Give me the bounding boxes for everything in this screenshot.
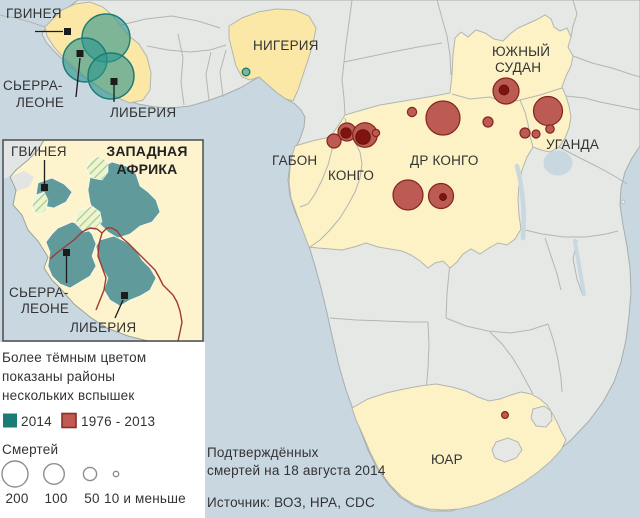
outbreak-1976-2013-bubble-inner — [340, 127, 352, 139]
legend-swatch-2014 — [3, 413, 17, 428]
inset-title-1: ЗАПАДНАЯ — [106, 143, 187, 159]
inset-hatch-middle — [75, 205, 103, 233]
inset-label-sierra-leone-2: ЛЕОНЕ — [21, 301, 69, 316]
outbreak-1976-2013-bubble — [392, 179, 424, 211]
outbreak-1976-2013-bubble — [532, 95, 564, 127]
legend-size-circles: 200 100 50 10 и меньше — [1, 460, 186, 506]
label-liberia: ЛИБЕРИЯ — [110, 105, 176, 120]
inset-guinea-bissau — [10, 171, 34, 191]
outbreak-1976-2013-bubble — [545, 124, 555, 134]
confirmed-deaths-line-1: Подтверждённых — [207, 445, 319, 460]
outbreak-1976-2013-bubble-inner — [498, 84, 510, 96]
inset-hatch-north — [85, 155, 109, 181]
confirmed-deaths-line-2: смертей на 18 августа 2014 — [207, 463, 386, 478]
country-lesotho — [491, 437, 523, 463]
label-dr-congo: ДР КОНГО — [410, 153, 479, 168]
outbreak-1976-2013-bubble-inner — [439, 193, 447, 201]
legend-year-1976-2013: 1976 - 2013 — [81, 414, 155, 429]
legend-size-label: 100 — [44, 491, 67, 506]
liberia-marker — [110, 78, 118, 85]
outbreaks-2014 — [62, 13, 251, 100]
source-line: Источник: ВОЗ, HPA, CDC — [207, 495, 375, 510]
country-swaziland — [530, 405, 553, 428]
lake-victoria — [543, 150, 573, 176]
inset-frame — [2, 139, 204, 342]
label-south-africa: ЮАР — [431, 452, 463, 467]
legend-size-label: 200 — [5, 491, 28, 506]
outbreak-1976-2013-bubble — [519, 127, 531, 139]
inset-border-sl-liberia — [95, 232, 107, 311]
legend-note-line-2: показаны районы — [2, 369, 115, 384]
sierra-leone-marker — [76, 50, 84, 57]
legend-size-circle — [1, 460, 29, 488]
label-congo: КОНГО — [328, 168, 374, 183]
inset-label-liberia: ЛИБЕРИЯ — [70, 320, 136, 335]
outbreak-2014-bubble — [241, 67, 251, 77]
west-africa-inset — [3, 140, 203, 341]
inset-coastline — [9, 176, 149, 341]
inset-label-sierra-leone-1: СЬЕРРА- — [9, 285, 69, 300]
outbreak-1976-2013-bubble — [425, 100, 461, 136]
outbreak-1976-2013-bubble — [531, 129, 541, 139]
inset-labels: ЗАПАДНАЯ АФРИКА ГВИНЕЯ СЬЕРРА- ЛЕОНЕ ЛИБ… — [9, 143, 187, 335]
inset-guinea-marker — [41, 184, 48, 191]
inset-sierra-leone-marker — [63, 249, 70, 256]
legend-size-circle — [82, 466, 98, 482]
label-uganda: УГАНДА — [546, 137, 599, 152]
outbreaks-1976-2013 — [326, 77, 564, 420]
inset-hatch-west — [31, 191, 49, 217]
legend-note-line-1: Более тёмным цветом — [2, 350, 146, 365]
legend-panel — [0, 342, 205, 518]
lake-malawi — [573, 239, 586, 296]
label-sierra-leone-2: ЛЕОНЕ — [16, 95, 64, 110]
label-gabon: ГАБОН — [272, 153, 317, 168]
outbreak-1976-2013-bubble-inner — [355, 129, 371, 145]
legend-size-circle — [112, 470, 120, 478]
inset-label-guinea: ГВИНЕЯ — [11, 144, 67, 159]
outbreak-1976-2013-bubble — [482, 116, 494, 128]
inset-senegal — [3, 140, 44, 179]
country-borders — [0, 0, 640, 395]
legend-size-circle — [43, 463, 66, 486]
zanzibar-island — [620, 199, 626, 205]
label-nigeria: НИГЕРИЯ — [253, 38, 319, 53]
legend-deaths-title: Смертей — [2, 442, 58, 457]
label-guinea: ГВИНЕЯ — [6, 6, 62, 21]
label-south-sudan-1: ЮЖНЫЙ — [492, 44, 550, 59]
legend-note-line-3: нескольких вспышек — [2, 388, 134, 403]
inset-liberia-marker — [121, 292, 128, 299]
main-map-labels: ГВИНЕЯ СЬЕРРА- ЛЕОНЕ ЛИБЕРИЯ НИГЕРИЯ ЮЖН… — [3, 6, 599, 467]
inset-border-guinea — [49, 227, 183, 341]
inset-title-2: АФРИКА — [117, 161, 178, 177]
legend-size-label: 50 — [84, 491, 99, 506]
inset-region-sierra-leone — [45, 221, 97, 289]
country-south-africa — [351, 383, 567, 511]
label-sierra-leone-1: СЬЕРРА- — [3, 78, 63, 93]
main-map-callouts — [35, 28, 118, 102]
label-south-sudan-2: СУДАН — [495, 60, 541, 75]
lake-tanganyika — [514, 163, 526, 241]
legend: Более тёмным цветом показаны районы неск… — [1, 350, 186, 506]
legend-year-2014: 2014 — [21, 414, 52, 429]
footer: Подтверждённых смертей на 18 августа 201… — [207, 445, 386, 510]
inset-region-guinea-forest — [87, 161, 161, 239]
outbreak-2014-bubble — [87, 52, 135, 100]
legend-size-label: 10 и меньше — [104, 491, 186, 506]
outbreak-1976-2013-bubble — [406, 106, 418, 118]
outbreak-1976-2013-bubble — [371, 128, 381, 138]
inset-senegal-coast — [9, 140, 45, 178]
country-nigeria — [228, 8, 317, 102]
guinea-marker — [64, 28, 71, 35]
outbreak-1976-2013-bubble — [501, 411, 510, 420]
outbreak-1976-2013-bubble — [326, 133, 342, 149]
legend-swatch-1976-2013 — [61, 412, 77, 429]
